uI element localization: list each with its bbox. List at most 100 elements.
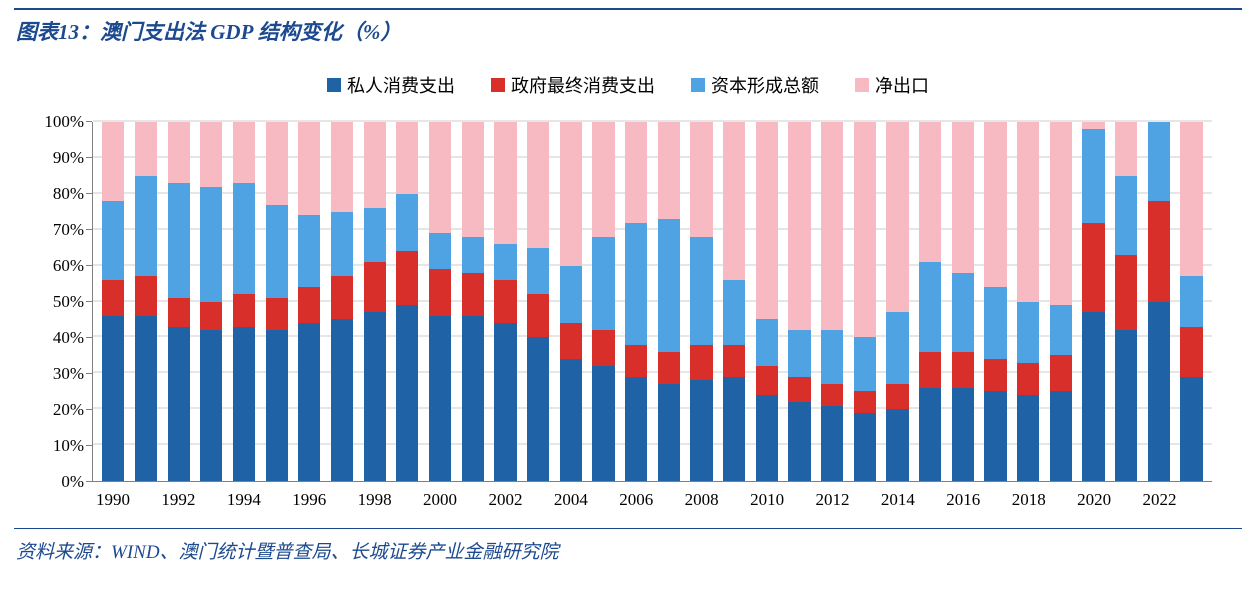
stacked-bar bbox=[1180, 122, 1202, 481]
bar-slot bbox=[750, 122, 783, 481]
bar-segment-netexp bbox=[1115, 122, 1137, 176]
bar-segment-gov bbox=[1180, 327, 1202, 377]
bar-segment-gov bbox=[919, 352, 941, 388]
y-axis-label: 80% bbox=[53, 184, 84, 204]
bar-segment-netexp bbox=[658, 122, 680, 219]
stacked-bar bbox=[429, 122, 451, 481]
bar-segment-gov bbox=[331, 276, 353, 319]
bar-segment-private bbox=[1017, 395, 1039, 481]
bar-segment-gov bbox=[952, 352, 974, 388]
stacked-bar bbox=[625, 122, 647, 481]
x-axis-label bbox=[653, 484, 684, 512]
legend-item: 私人消费支出 bbox=[327, 72, 455, 98]
stacked-bar bbox=[168, 122, 190, 481]
legend-label: 私人消费支出 bbox=[347, 72, 455, 98]
stacked-bar bbox=[331, 122, 353, 481]
stacked-bar bbox=[756, 122, 778, 481]
stacked-bar bbox=[788, 122, 810, 481]
bar-slot bbox=[685, 122, 718, 481]
stacked-bar bbox=[984, 122, 1006, 481]
x-axis-label bbox=[1177, 484, 1208, 512]
bar-segment-capital bbox=[1148, 122, 1170, 201]
bar-segment-gov bbox=[102, 280, 124, 316]
stacked-bar bbox=[723, 122, 745, 481]
bar-segment-private bbox=[984, 391, 1006, 481]
bar-segment-gov bbox=[168, 298, 190, 327]
stacked-bar bbox=[1148, 122, 1170, 481]
bar-slot bbox=[946, 122, 979, 481]
bar-segment-gov bbox=[625, 345, 647, 377]
bar-segment-capital bbox=[1082, 129, 1104, 222]
chart-title-bar: 图表13：澳门支出法 GDP 结构变化（%） bbox=[14, 8, 1242, 52]
bar-slot bbox=[130, 122, 163, 481]
x-axis-label: 2008 bbox=[685, 484, 719, 512]
bar-segment-gov bbox=[1050, 355, 1072, 391]
bar-segment-netexp bbox=[135, 122, 157, 176]
x-axis-label bbox=[261, 484, 292, 512]
x-axis-label bbox=[1046, 484, 1077, 512]
source-text: 资料来源：WIND、澳门统计暨普查局、长城证券产业金融研究院 bbox=[16, 542, 559, 563]
bar-segment-capital bbox=[658, 219, 680, 352]
bar-segment-private bbox=[560, 359, 582, 481]
bar-segment-capital bbox=[396, 194, 418, 251]
stacked-bar bbox=[1115, 122, 1137, 481]
stacked-bar bbox=[821, 122, 843, 481]
bar-segment-netexp bbox=[168, 122, 190, 183]
bar-slot bbox=[620, 122, 653, 481]
bar-segment-netexp bbox=[690, 122, 712, 237]
bar-segment-private bbox=[625, 377, 647, 481]
bar-slot bbox=[979, 122, 1012, 481]
bar-segment-private bbox=[298, 323, 320, 481]
legend-item: 政府最终消费支出 bbox=[491, 72, 655, 98]
bar-segment-netexp bbox=[396, 122, 418, 194]
bar-segment-gov bbox=[821, 384, 843, 406]
x-axis-label: 2006 bbox=[619, 484, 653, 512]
source-row: 资料来源：WIND、澳门统计暨普查局、长城证券产业金融研究院 bbox=[14, 528, 1242, 572]
x-axis-label: 1990 bbox=[96, 484, 130, 512]
stacked-bar bbox=[690, 122, 712, 481]
x-axis-label bbox=[588, 484, 619, 512]
bar-segment-gov bbox=[592, 330, 614, 366]
stacked-bar bbox=[102, 122, 124, 481]
stacked-bar bbox=[1082, 122, 1104, 481]
bar-segment-gov bbox=[886, 384, 908, 409]
bar-slot bbox=[228, 122, 261, 481]
bar-segment-private bbox=[854, 413, 876, 481]
bar-segment-private bbox=[723, 377, 745, 481]
x-axis-label: 1996 bbox=[292, 484, 326, 512]
stacked-bar bbox=[135, 122, 157, 481]
bar-segment-gov bbox=[560, 323, 582, 359]
bar-segment-private bbox=[788, 402, 810, 481]
legend-swatch bbox=[691, 78, 705, 92]
bar-segment-netexp bbox=[364, 122, 386, 208]
x-axis-label bbox=[719, 484, 750, 512]
legend-label: 净出口 bbox=[875, 72, 929, 98]
bar-slot bbox=[195, 122, 228, 481]
bar-segment-private bbox=[919, 388, 941, 481]
y-axis-label: 100% bbox=[44, 112, 84, 132]
x-axis-label: 2004 bbox=[554, 484, 588, 512]
legend-label: 资本形成总额 bbox=[711, 72, 819, 98]
bar-segment-netexp bbox=[756, 122, 778, 319]
bar-segment-netexp bbox=[233, 122, 255, 183]
bar-segment-private bbox=[396, 305, 418, 481]
bar-segment-capital bbox=[135, 176, 157, 277]
bar-segment-gov bbox=[1115, 255, 1137, 330]
stacked-bar bbox=[592, 122, 614, 481]
bar-segment-private bbox=[494, 323, 516, 481]
bar-segment-capital bbox=[1017, 302, 1039, 363]
bar-segment-gov bbox=[462, 273, 484, 316]
x-axis-label bbox=[392, 484, 423, 512]
bar-segment-gov bbox=[364, 262, 386, 312]
bar-segment-private bbox=[658, 384, 680, 481]
stacked-bar bbox=[396, 122, 418, 481]
bar-slot bbox=[326, 122, 359, 481]
bars-container bbox=[93, 122, 1212, 481]
bar-segment-netexp bbox=[821, 122, 843, 330]
bar-segment-gov bbox=[658, 352, 680, 384]
bar-segment-private bbox=[266, 330, 288, 481]
legend-label: 政府最终消费支出 bbox=[511, 72, 655, 98]
bar-segment-capital bbox=[952, 273, 974, 352]
bar-segment-capital bbox=[788, 330, 810, 377]
legend-swatch bbox=[327, 78, 341, 92]
